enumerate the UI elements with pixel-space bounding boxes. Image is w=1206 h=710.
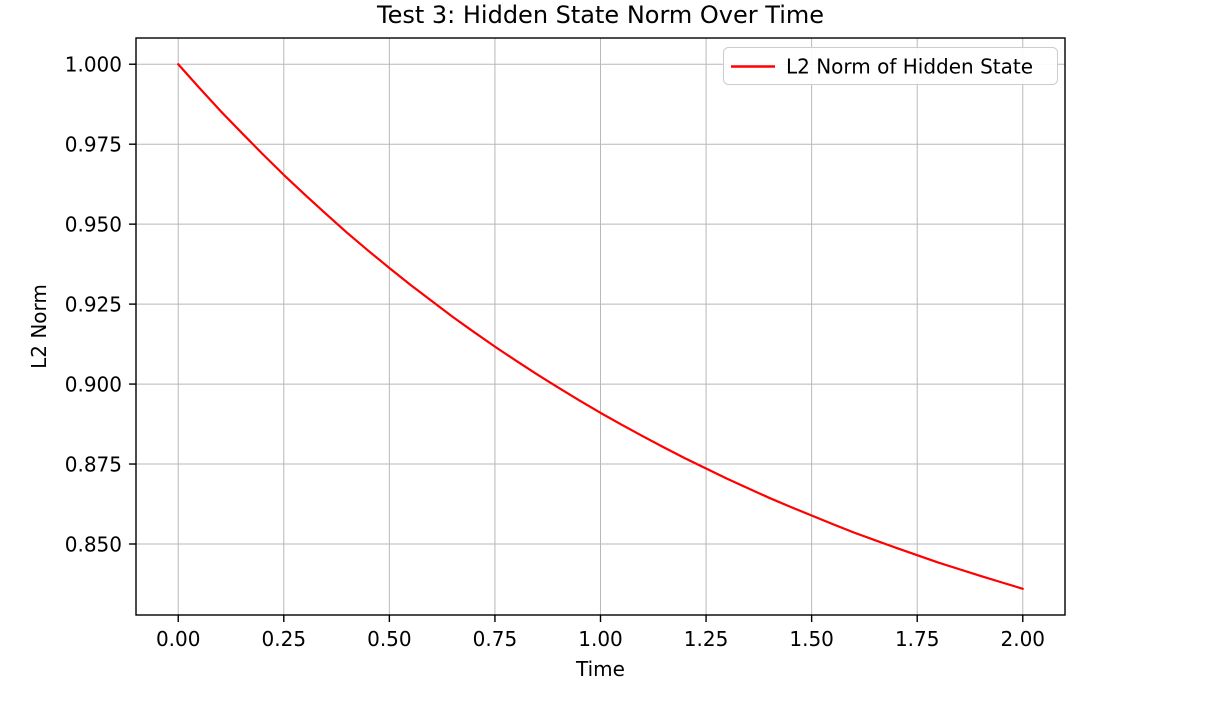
x-tick-label: 1.50 [789,627,834,651]
y-tick-label: 0.900 [65,373,122,397]
x-tick-label: 2.00 [1001,627,1046,651]
y-tick-label: 0.850 [65,532,122,556]
chart-title: Test 3: Hidden State Norm Over Time [376,1,824,29]
x-tick-label: 0.75 [473,627,518,651]
tick-layer: 0.00 0.25 0.50 0.75 1.00 1.25 1.50 1.75 2.00 0.85… [65,53,1045,651]
legend-box [723,47,1058,85]
x-tick-label: 1.25 [684,627,729,651]
legend: L2 Norm of Hidden State [723,47,1058,85]
legend-label: L2 Norm of Hidden State [786,55,1033,79]
x-tick-label: 0.25 [262,627,307,651]
x-tick-label: 0.00 [156,627,201,651]
series-line-l2-norm [177,63,1024,590]
y-tick-label: 1.000 [65,53,122,77]
x-tick-label: 1.00 [578,627,623,651]
y-tick-label: 0.925 [65,293,122,317]
grid-layer [136,38,1065,615]
x-tick-label: 1.75 [895,627,940,651]
y-tick-label: 0.875 [65,453,122,477]
x-tick-label: 0.50 [367,627,412,651]
x-axis-label: Time [575,657,625,681]
y-tick-label: 0.975 [65,133,122,157]
y-tick-label: 0.950 [65,213,122,237]
y-axis-label: L2 Norm [27,284,51,369]
